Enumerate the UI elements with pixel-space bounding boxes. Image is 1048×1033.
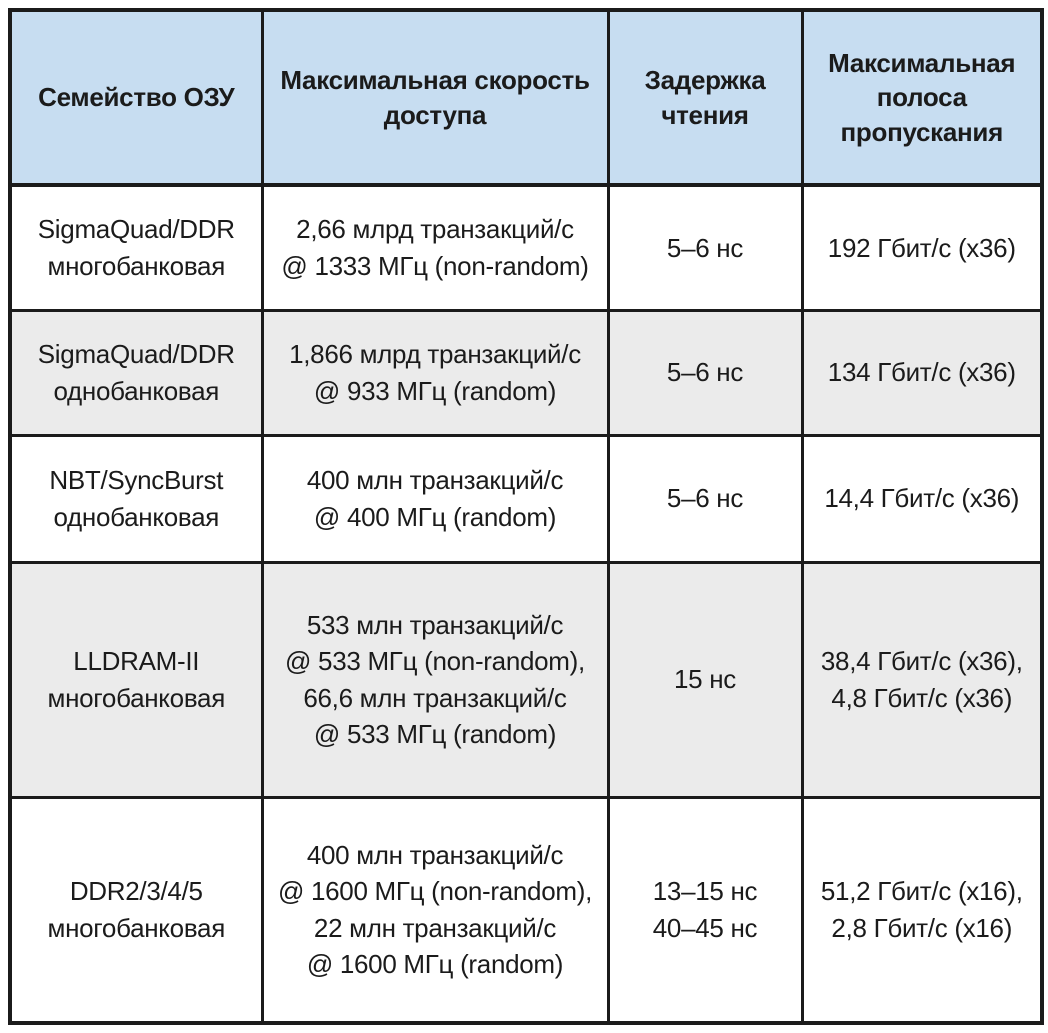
cell-max-bandwidth: 51,2 Гбит/с (x16), 2,8 Гбит/с (x16) — [800, 795, 1044, 1025]
cell-max-bandwidth: 38,4 Гбит/с (x36), 4,8 Гбит/с (x36) — [800, 560, 1044, 799]
cell-read-latency: 5–6 нс — [606, 433, 804, 564]
cell-max-access-speed: 1,866 млрд транзакций/с @ 933 МГц (rando… — [260, 308, 610, 437]
table-row: SigmaQuad/DDR многобанковая 2,66 млрд тр… — [8, 183, 1044, 312]
column-header-max-access-speed: Максимальная скорость доступа — [260, 8, 610, 187]
cell-family: DDR2/3/4/5 многобанковая — [8, 795, 264, 1025]
cell-read-latency: 5–6 нс — [606, 308, 804, 437]
cell-read-latency: 15 нс — [606, 560, 804, 799]
cell-family: LLDRAM-II многобанковая — [8, 560, 264, 799]
cell-max-access-speed: 533 млн транзакций/с @ 533 МГц (non-rand… — [260, 560, 610, 799]
cell-read-latency: 5–6 нс — [606, 183, 804, 312]
column-header-read-latency: Задержка чтения — [606, 8, 804, 187]
cell-max-access-speed: 400 млн транзакций/с @ 400 МГц (random) — [260, 433, 610, 564]
cell-family: SigmaQuad/DDR однобанковая — [8, 308, 264, 437]
cell-max-bandwidth: 192 Гбит/с (x36) — [800, 183, 1044, 312]
table-row: LLDRAM-II многобанковая 533 млн транзакц… — [8, 560, 1044, 799]
cell-read-latency: 13–15 нс 40–45 нс — [606, 795, 804, 1025]
table-row: SigmaQuad/DDR однобанковая 1,866 млрд тр… — [8, 308, 1044, 437]
table-row: DDR2/3/4/5 многобанковая 400 млн транзак… — [8, 795, 1044, 1025]
cell-family: SigmaQuad/DDR многобанковая — [8, 183, 264, 312]
cell-max-access-speed: 2,66 млрд транзакций/с @ 1333 МГц (non-r… — [260, 183, 610, 312]
cell-max-access-speed: 400 млн транзакций/с @ 1600 МГц (non-ran… — [260, 795, 610, 1025]
header-row: Семейство ОЗУ Максимальная скорость дост… — [8, 8, 1044, 187]
ram-families-table: Семейство ОЗУ Максимальная скорость дост… — [8, 8, 1044, 1025]
table-row: NBT/SyncBurst однобанковая 400 млн транз… — [8, 433, 1044, 564]
cell-family: NBT/SyncBurst однобанковая — [8, 433, 264, 564]
cell-max-bandwidth: 14,4 Гбит/с (x36) — [800, 433, 1044, 564]
column-header-family: Семейство ОЗУ — [8, 8, 264, 187]
cell-max-bandwidth: 134 Гбит/с (x36) — [800, 308, 1044, 437]
column-header-max-bandwidth: Максимальная полоса пропускания — [800, 8, 1044, 187]
